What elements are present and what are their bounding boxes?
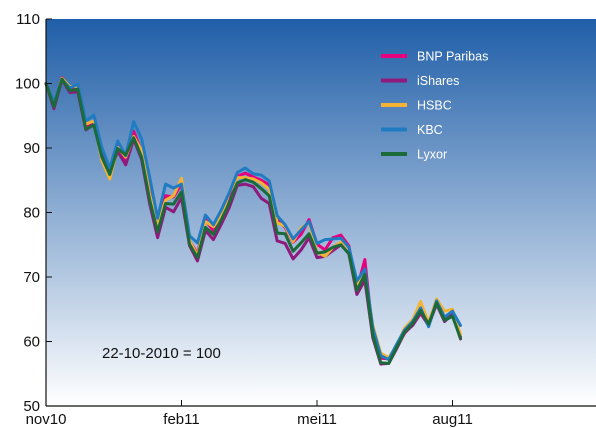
series-layer: [44, 76, 462, 366]
legend-label: BNP Paribas: [417, 50, 488, 64]
plot-background: [46, 19, 596, 406]
legend: BNP Paribas iShares HSBC KBC Lyxor: [381, 50, 488, 162]
y-tick-label: 80: [23, 205, 40, 222]
series-line-lyxor: [44, 77, 462, 365]
y-tick-label: 90: [23, 140, 40, 157]
legend-label: Lyxor: [417, 148, 447, 162]
y-tick-label: 50: [23, 398, 40, 415]
base-date-annotation: 22-10-2010 = 100: [102, 345, 221, 362]
y-tick-label: 110: [16, 11, 40, 28]
legend-label: KBC: [417, 123, 443, 137]
x-tick-label: feb11: [163, 411, 199, 428]
x-tick-label: nov10: [26, 411, 67, 428]
y-tick-label: 70: [23, 269, 40, 286]
legend-label: iShares: [417, 74, 459, 88]
x-tick-label: aug11: [432, 411, 473, 428]
series-line-kbc: [44, 78, 462, 362]
y-axis-ticks: 50 60 70 80 90 100 110: [15, 11, 52, 415]
y-tick-label: 60: [23, 334, 40, 351]
x-axis-ticks: nov10 feb11 mei11 aug11: [26, 400, 473, 428]
legend-label: HSBC: [417, 99, 452, 113]
x-tick-label: mei11: [297, 411, 337, 428]
y-tick-label: 100: [15, 76, 40, 93]
